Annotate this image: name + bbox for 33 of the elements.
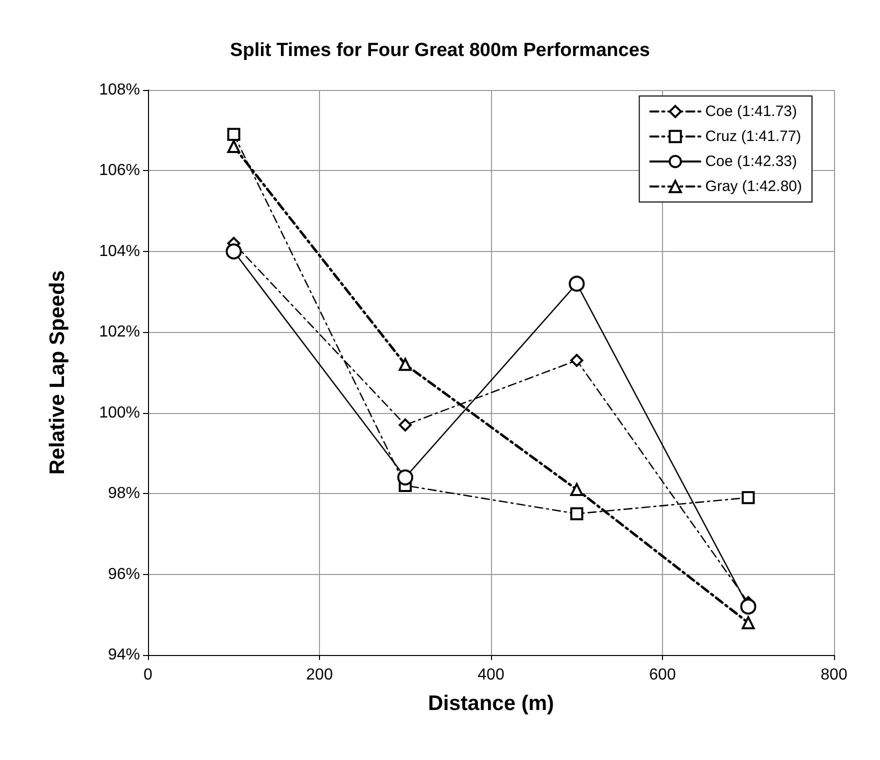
y-tick-label: 94% <box>108 646 140 664</box>
legend-label: Cruz (1:41.77) <box>705 128 802 145</box>
legend-label: Coe (1:42.33) <box>705 153 798 170</box>
x-axis-title: Distance (m) <box>428 692 554 715</box>
point <box>570 483 584 496</box>
legend-label: Gray (1:42.80) <box>705 178 802 195</box>
x-tick-label: 200 <box>306 666 333 684</box>
point <box>742 616 755 630</box>
point <box>568 276 585 292</box>
y-tick-label: 108% <box>99 82 140 98</box>
chart-title: Split Times for Four Great 800m Performances <box>230 40 650 61</box>
x-tick-label: 600 <box>649 666 676 684</box>
point <box>227 140 240 153</box>
x-tick-label: 0 <box>144 666 153 684</box>
y-tick-label: 96% <box>108 566 140 583</box>
y-tick-label: 100% <box>99 404 140 422</box>
y-tick-label: 106% <box>99 162 140 180</box>
point <box>570 507 584 520</box>
y-axis-title: Relative Lap Speeds <box>46 270 69 475</box>
y-tick-label: 98% <box>108 485 140 502</box>
y-tick-label: 104% <box>99 242 140 260</box>
point <box>398 358 412 371</box>
x-tick-label: 800 <box>820 666 848 684</box>
point <box>227 128 240 141</box>
point <box>570 354 584 367</box>
y-tick-label: 102% <box>99 324 140 341</box>
x-tick-label: 400 <box>478 666 504 684</box>
point <box>742 491 755 504</box>
point <box>398 418 412 432</box>
point <box>397 469 414 486</box>
point <box>740 598 756 615</box>
legend-label: Coe (1:41.73) <box>705 103 798 120</box>
point <box>226 243 242 260</box>
